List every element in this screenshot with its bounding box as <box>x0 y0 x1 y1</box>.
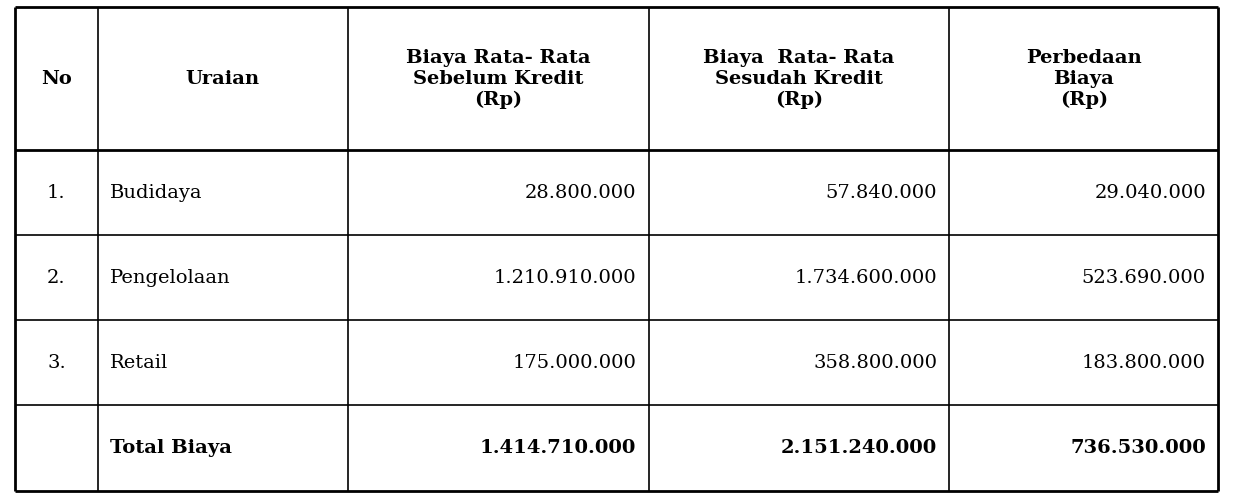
Text: Perbedaan
Biaya
(Rp): Perbedaan Biaya (Rp) <box>1026 49 1142 109</box>
Text: 175.000.000: 175.000.000 <box>512 354 636 372</box>
Text: 183.800.000: 183.800.000 <box>1081 354 1206 372</box>
Text: Biaya  Rata- Rata
Sesudah Kredit
(Rp): Biaya Rata- Rata Sesudah Kredit (Rp) <box>703 49 895 109</box>
Text: Uraian: Uraian <box>186 70 260 88</box>
Text: 28.800.000: 28.800.000 <box>525 184 636 202</box>
Text: 1.210.910.000: 1.210.910.000 <box>493 269 636 287</box>
Text: 523.690.000: 523.690.000 <box>1081 269 1206 287</box>
Text: 1.: 1. <box>47 184 65 202</box>
Text: 3.: 3. <box>47 354 65 372</box>
Text: 2.151.240.000: 2.151.240.000 <box>780 439 937 457</box>
Text: No: No <box>41 70 72 88</box>
Text: 1.414.710.000: 1.414.710.000 <box>480 439 636 457</box>
Text: 1.734.600.000: 1.734.600.000 <box>794 269 937 287</box>
Text: 358.800.000: 358.800.000 <box>813 354 937 372</box>
Text: Total Biaya: Total Biaya <box>110 439 232 457</box>
Text: 29.040.000: 29.040.000 <box>1094 184 1206 202</box>
Text: Pengelolaan: Pengelolaan <box>110 269 231 287</box>
Text: Budidaya: Budidaya <box>110 184 203 202</box>
Text: 736.530.000: 736.530.000 <box>1070 439 1206 457</box>
Text: Retail: Retail <box>110 354 169 372</box>
Text: Biaya Rata- Rata
Sebelum Kredit
(Rp): Biaya Rata- Rata Sebelum Kredit (Rp) <box>406 49 591 109</box>
Text: 2.: 2. <box>47 269 65 287</box>
Text: 57.840.000: 57.840.000 <box>826 184 937 202</box>
